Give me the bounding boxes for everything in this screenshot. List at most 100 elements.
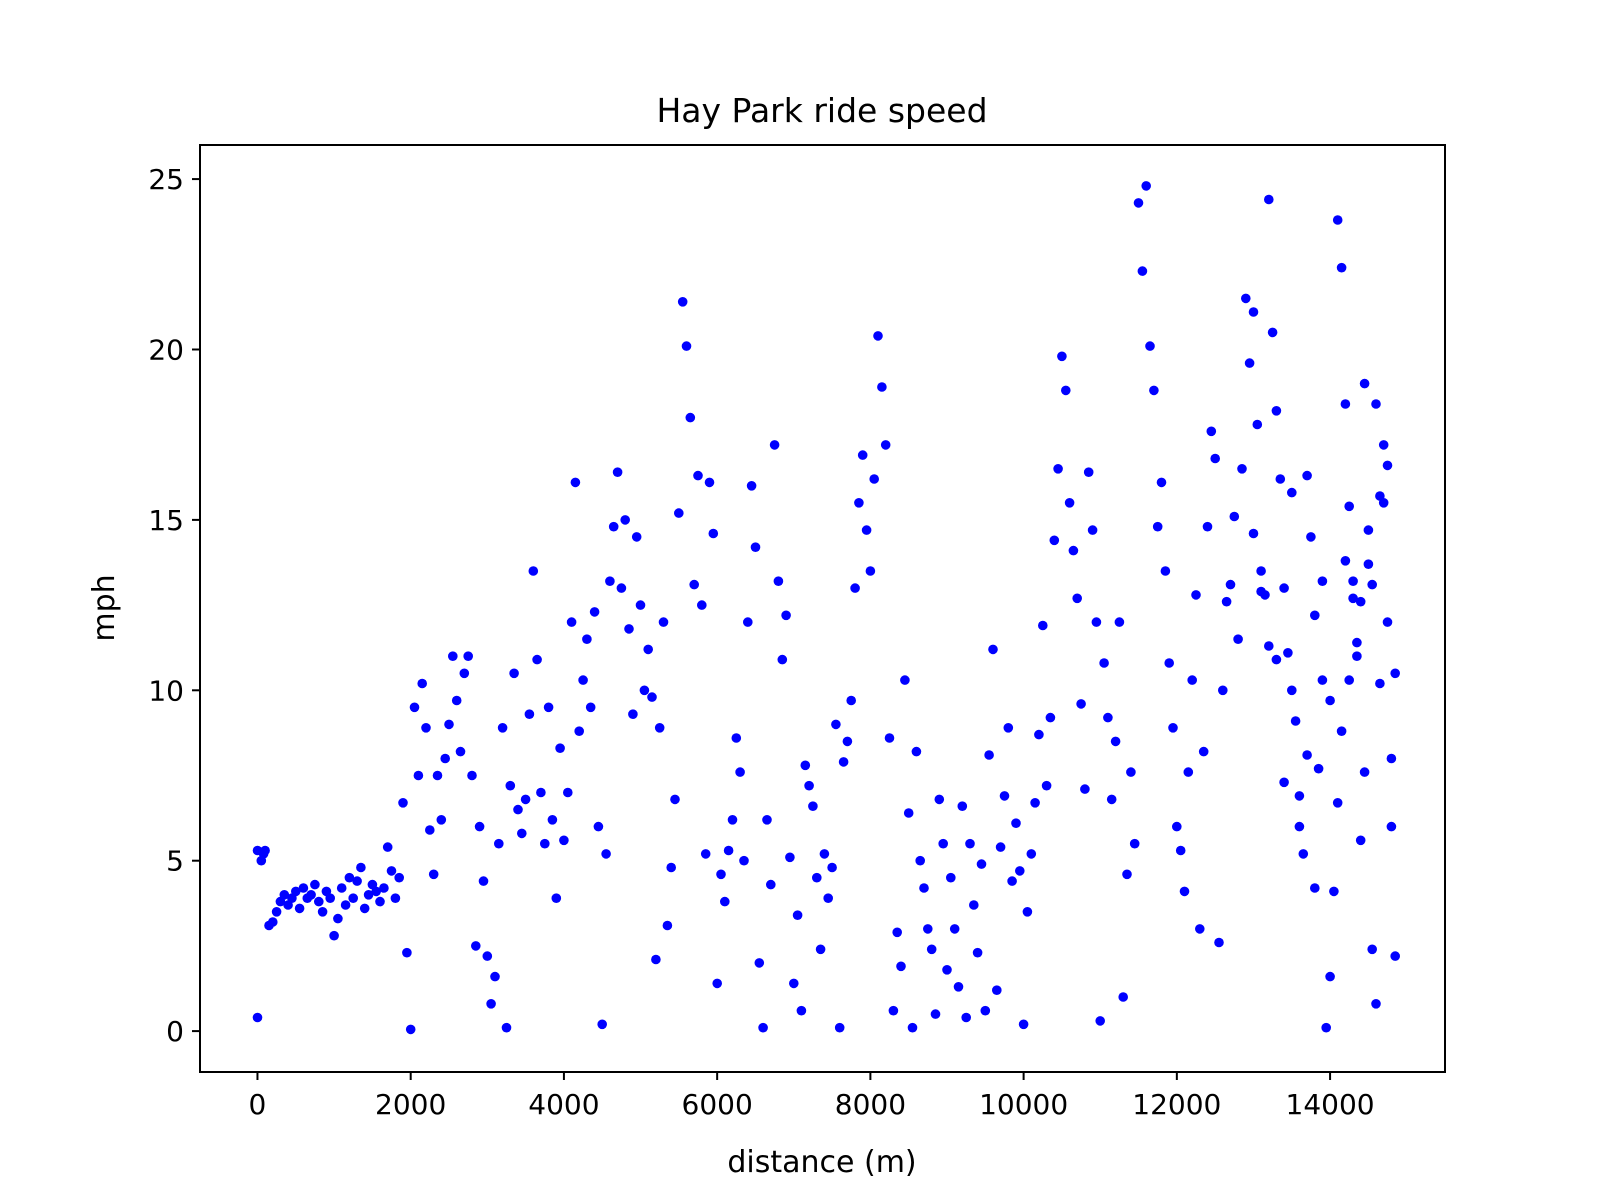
data-point xyxy=(1359,378,1370,389)
data-point xyxy=(540,838,550,849)
data-point xyxy=(1275,474,1286,484)
data-point xyxy=(1156,477,1167,488)
data-point xyxy=(1053,464,1063,474)
data-point xyxy=(478,876,489,886)
data-point xyxy=(1022,907,1033,917)
data-point xyxy=(559,835,569,846)
data-point xyxy=(1129,838,1140,849)
data-point xyxy=(1244,358,1255,368)
data-point xyxy=(1191,590,1201,600)
data-point xyxy=(1172,821,1182,832)
data-point xyxy=(1137,266,1148,276)
data-point xyxy=(1279,777,1289,788)
data-point xyxy=(762,815,772,825)
data-point xyxy=(382,842,393,852)
data-point xyxy=(1068,545,1079,556)
data-point xyxy=(409,702,420,713)
y-tick-label: 15 xyxy=(148,504,184,537)
data-point xyxy=(359,903,370,914)
data-point xyxy=(693,470,703,481)
data-point xyxy=(268,917,278,927)
data-point xyxy=(754,958,765,968)
data-point xyxy=(1256,586,1266,597)
data-point xyxy=(279,890,290,900)
data-point xyxy=(543,702,554,713)
data-point xyxy=(1041,780,1052,791)
data-point xyxy=(616,583,627,593)
data-point xyxy=(980,1005,991,1016)
data-point xyxy=(1049,535,1060,546)
data-point xyxy=(773,576,784,586)
data-point xyxy=(1287,685,1297,696)
x-tick-label: 10000 xyxy=(979,1088,1068,1121)
data-point xyxy=(1122,869,1132,880)
data-point xyxy=(846,695,856,706)
data-point xyxy=(379,883,389,893)
data-point xyxy=(628,709,638,719)
data-point xyxy=(459,668,470,679)
data-point xyxy=(670,794,680,805)
data-point xyxy=(915,855,925,866)
data-point xyxy=(1149,385,1159,396)
data-point xyxy=(808,801,818,811)
data-point xyxy=(1218,685,1228,696)
data-point xyxy=(555,743,565,753)
data-point xyxy=(984,750,994,760)
data-point xyxy=(585,702,596,713)
data-point xyxy=(831,719,841,730)
data-point xyxy=(1332,215,1343,225)
data-point xyxy=(934,794,945,805)
data-point xyxy=(1371,999,1381,1009)
data-point xyxy=(536,787,546,798)
data-point xyxy=(674,508,684,518)
data-point xyxy=(1072,593,1082,604)
data-point xyxy=(1355,596,1366,607)
y-tick-label: 20 xyxy=(148,333,184,366)
data-point xyxy=(405,1024,416,1035)
data-point xyxy=(260,845,270,856)
data-point xyxy=(1183,767,1194,777)
data-point xyxy=(1114,617,1125,627)
data-point xyxy=(1064,498,1075,508)
y-tick-label: 25 xyxy=(148,163,184,196)
data-point xyxy=(352,876,362,886)
data-point xyxy=(494,838,504,849)
data-point xyxy=(900,675,910,685)
data-point xyxy=(1011,818,1021,828)
data-point xyxy=(766,879,776,890)
data-point xyxy=(336,883,347,893)
data-point xyxy=(926,944,937,955)
data-point xyxy=(597,1019,607,1030)
data-point xyxy=(965,838,975,849)
data-point xyxy=(612,467,623,478)
data-point xyxy=(907,1022,918,1033)
data-point xyxy=(574,726,584,736)
data-point xyxy=(789,978,799,989)
data-point xyxy=(1210,453,1220,464)
data-point xyxy=(1329,886,1339,897)
data-point xyxy=(371,886,382,897)
data-point xyxy=(482,951,493,961)
data-point xyxy=(497,723,508,733)
data-point xyxy=(570,477,581,488)
data-point xyxy=(1145,341,1155,351)
data-point xyxy=(743,617,753,627)
data-point xyxy=(704,477,715,488)
data-point xyxy=(471,941,481,951)
data-point xyxy=(919,883,929,893)
data-point xyxy=(532,654,542,665)
data-point xyxy=(1302,470,1312,481)
data-point xyxy=(1076,699,1086,709)
data-point xyxy=(1348,576,1358,586)
data-point xyxy=(988,644,998,655)
data-point xyxy=(1195,924,1205,934)
data-point xyxy=(1363,559,1374,569)
y-tick-label: 10 xyxy=(148,674,184,707)
data-point xyxy=(1332,798,1343,808)
data-point xyxy=(428,869,439,880)
data-point xyxy=(325,893,336,903)
data-point xyxy=(946,872,956,883)
data-point xyxy=(294,903,305,914)
x-tick-label: 8000 xyxy=(835,1088,906,1121)
data-point xyxy=(1141,181,1151,191)
